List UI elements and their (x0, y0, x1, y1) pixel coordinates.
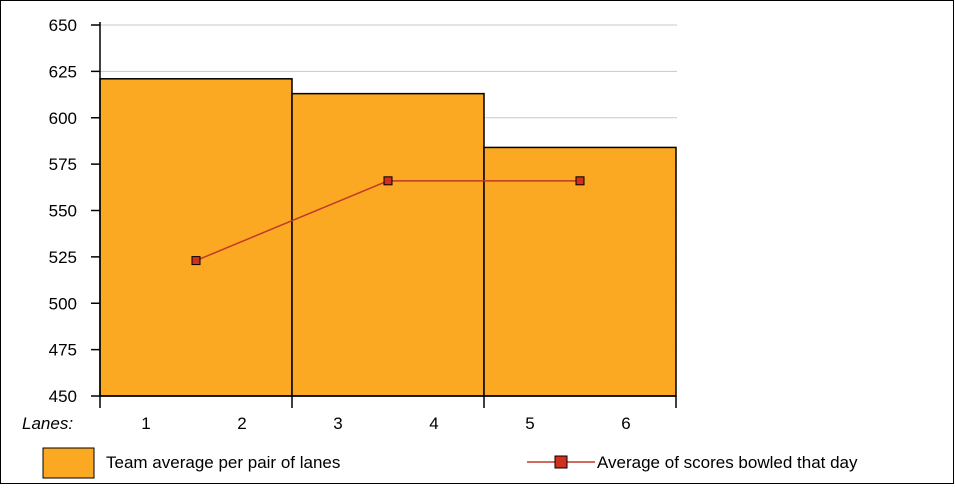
bar-series (99, 78, 677, 397)
daily-average-point-2 (383, 176, 393, 186)
y-tick-label-625: 625 (49, 62, 77, 81)
y-tick-label-525: 525 (49, 248, 77, 267)
x-tick-label-lane-6: 6 (621, 414, 630, 433)
x-tick-label-lane-5: 5 (525, 414, 534, 433)
legend: Team average per pair of lanes Average o… (42, 447, 858, 479)
legend-bar-swatch (42, 447, 95, 479)
line-series (191, 176, 585, 266)
legend-line-marker (554, 455, 568, 469)
y-tick-label-550: 550 (49, 202, 77, 221)
x-tick-label-lane-1: 1 (141, 414, 150, 433)
y-tick-label-475: 475 (49, 341, 77, 360)
bar-lanes-1-2 (99, 78, 293, 397)
y-tick-label-500: 500 (49, 294, 77, 313)
x-axis-prefix-label: Lanes: (22, 414, 73, 433)
x-tick-label-lane-2: 2 (237, 414, 246, 433)
y-tick-label-575: 575 (49, 155, 77, 174)
daily-average-point-1 (191, 256, 201, 266)
bar-lanes-3-4 (291, 92, 485, 397)
legend-line-label: Average of scores bowled that day (597, 453, 858, 472)
y-tick-label-650: 650 (49, 16, 77, 35)
x-tick-label-lane-4: 4 (429, 414, 438, 433)
y-tick-label-600: 600 (49, 109, 77, 128)
x-tick-label-lane-3: 3 (333, 414, 342, 433)
bar-lanes-5-6 (483, 146, 677, 397)
legend-bar-label: Team average per pair of lanes (106, 453, 340, 472)
axes: 450 475 500 525 550 575 600 625 650 1 2 3 4 5 6 (49, 16, 677, 433)
y-tick-label-450: 450 (49, 387, 77, 406)
daily-average-point-3 (575, 176, 585, 186)
